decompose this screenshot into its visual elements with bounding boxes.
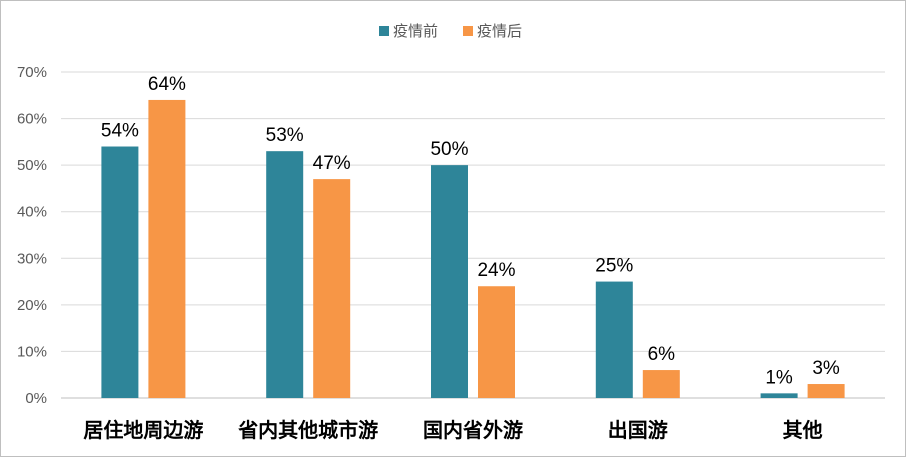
y-tick-label: 20% — [17, 297, 47, 314]
bar-after — [642, 370, 680, 398]
data-label: 1% — [765, 367, 793, 388]
bar-after — [148, 99, 186, 398]
data-label: 64% — [148, 74, 186, 95]
bar-before — [595, 281, 633, 398]
data-label: 54% — [101, 121, 139, 142]
gridlines — [61, 71, 885, 399]
data-label: 47% — [313, 153, 351, 174]
bar-before — [101, 146, 139, 398]
legend-swatch — [379, 26, 389, 36]
y-tick-label: 60% — [17, 111, 47, 128]
data-labels: 54% 64% 53% 47% 50% 24% 25% 6% 1% 3% — [101, 74, 840, 388]
bars — [101, 99, 845, 398]
category-label: 其他 — [783, 418, 823, 442]
x-axis-categories: 居住地周边游 省内其他城市游 国内省外游 出国游 其他 — [83, 418, 822, 442]
data-label: 6% — [648, 344, 676, 365]
y-tick-label: 0% — [25, 390, 47, 407]
y-tick-label: 50% — [17, 157, 47, 174]
category-label: 省内其他城市游 — [237, 418, 378, 442]
bar-before — [266, 151, 304, 398]
y-tick-label: 40% — [17, 204, 47, 221]
bar-before — [760, 393, 798, 398]
y-tick-label: 70% — [17, 64, 47, 81]
data-label: 3% — [812, 358, 840, 379]
y-tick-label: 30% — [17, 250, 47, 267]
data-label: 53% — [266, 125, 304, 146]
data-label: 50% — [430, 139, 468, 160]
legend: 疫情前 疫情后 — [379, 22, 522, 40]
y-axis-ticks: 0% 10% 20% 30% 40% 50% 60% 70% — [17, 64, 47, 407]
legend-swatch — [463, 26, 473, 36]
bar-before — [431, 165, 468, 398]
legend-label: 疫情前 — [393, 22, 438, 40]
bar-after — [478, 286, 515, 398]
data-label: 25% — [595, 256, 633, 277]
category-label: 居住地周边游 — [83, 418, 203, 442]
legend-label: 疫情后 — [477, 22, 522, 40]
category-label: 国内省外游 — [423, 418, 523, 442]
category-label: 出国游 — [608, 418, 668, 442]
bar-after — [807, 384, 845, 398]
y-tick-label: 10% — [17, 343, 47, 360]
bar-after — [313, 179, 351, 398]
data-label: 24% — [477, 260, 515, 281]
